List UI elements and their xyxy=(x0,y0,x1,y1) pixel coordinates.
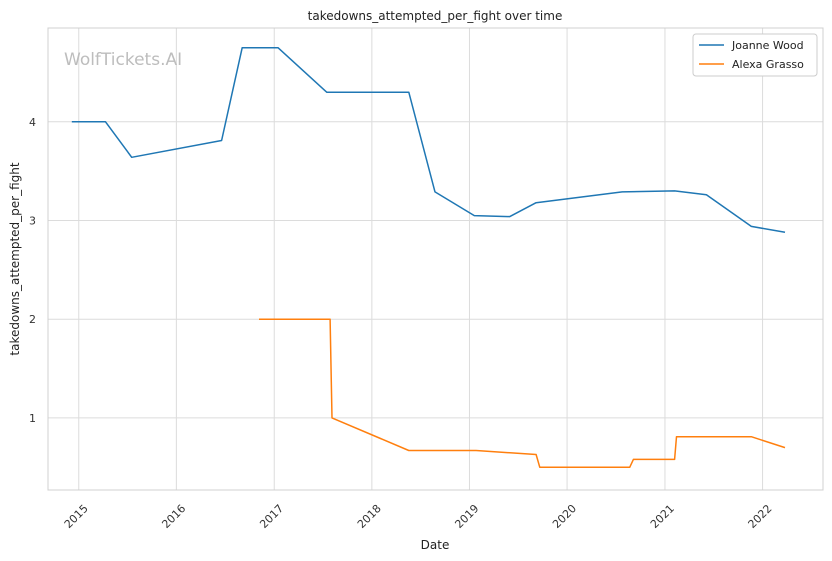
legend-label-alexa-grasso: Alexa Grasso xyxy=(732,58,804,71)
series-line-joanne-wood xyxy=(71,46,786,234)
y-tick-labels: 1 2 3 4 xyxy=(29,116,36,425)
chart-title: takedowns_attempted_per_fight over time xyxy=(308,9,563,23)
series-layer xyxy=(71,46,786,469)
legend: Joanne Wood Alexa Grasso xyxy=(692,33,818,77)
y-axis-label: takedowns_attempted_per_fight xyxy=(8,162,22,355)
y-tick-label: 1 xyxy=(29,412,36,425)
watermark: WolfTickets.AI xyxy=(64,50,182,70)
grid xyxy=(48,28,823,490)
y-tick-label: 4 xyxy=(29,116,36,129)
y-tick-label: 2 xyxy=(29,313,36,326)
y-tick-label: 3 xyxy=(29,215,36,228)
plot-frame xyxy=(47,27,824,491)
series-line-alexa-grasso xyxy=(259,318,786,469)
x-axis-label: Date xyxy=(421,538,450,552)
legend-label-joanne-wood: Joanne Wood xyxy=(731,39,804,52)
